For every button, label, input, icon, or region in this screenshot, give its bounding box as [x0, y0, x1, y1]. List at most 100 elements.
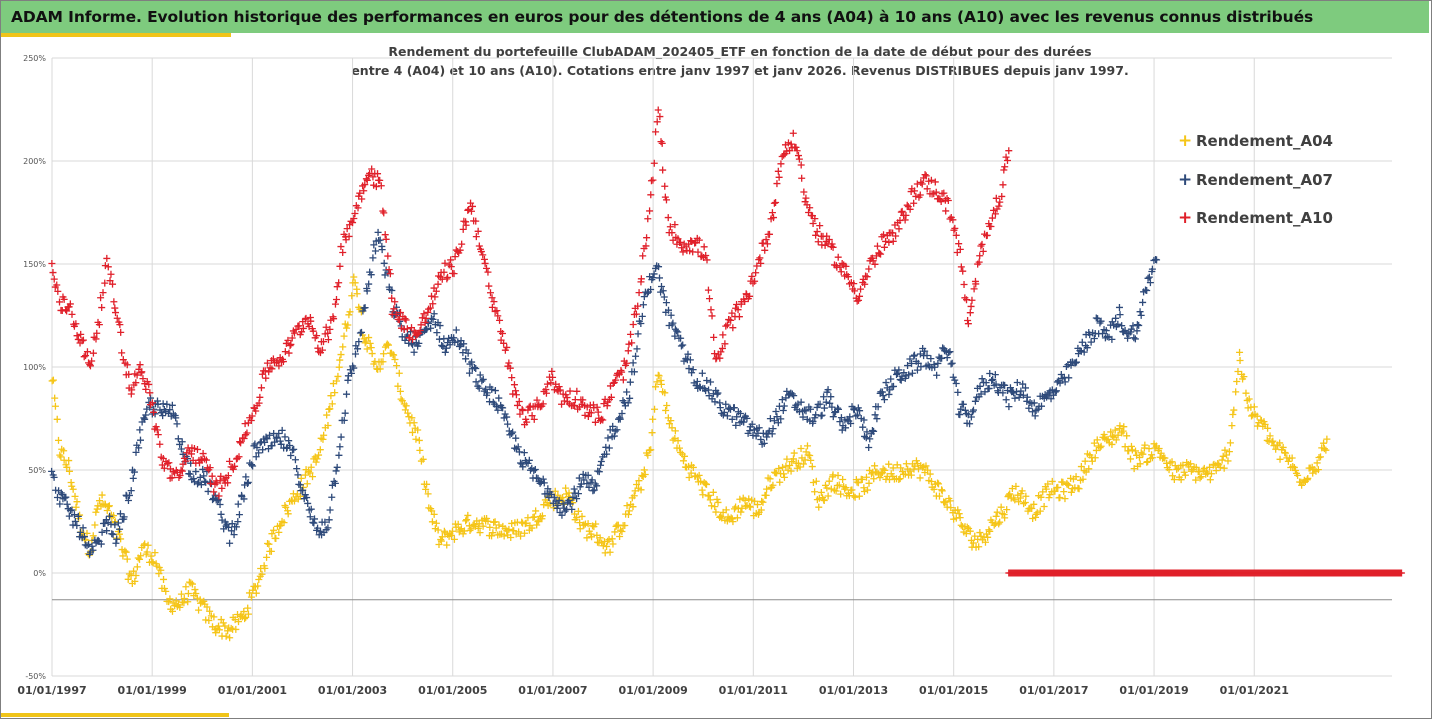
data-point [1087, 338, 1095, 346]
data-point [755, 424, 763, 432]
data-point [1019, 380, 1027, 388]
data-point [99, 289, 107, 297]
data-point [579, 396, 587, 404]
data-point [493, 307, 501, 315]
data-point [501, 410, 509, 418]
data-point [729, 324, 737, 332]
data-point [1108, 318, 1116, 326]
data-point [532, 507, 540, 515]
data-point [688, 369, 696, 377]
data-point [790, 449, 798, 457]
data-point [757, 436, 765, 444]
data-point [647, 285, 655, 293]
data-point [1128, 446, 1136, 454]
data-point [664, 214, 672, 222]
data-point [954, 388, 962, 396]
data-point [76, 528, 84, 536]
data-point [910, 187, 918, 195]
data-point [938, 486, 946, 494]
data-point [226, 634, 234, 642]
data-point [439, 343, 447, 351]
data-point [429, 300, 437, 308]
data-point [1118, 322, 1126, 330]
data-point [860, 487, 868, 495]
data-point [244, 478, 252, 486]
data-point [306, 469, 314, 477]
data-point [789, 455, 797, 463]
data-point [757, 259, 765, 267]
data-point [515, 397, 523, 405]
data-point [343, 390, 351, 398]
data-point [200, 472, 208, 480]
data-point [1008, 485, 1016, 493]
data-point [395, 316, 403, 324]
data-point [736, 409, 744, 417]
data-point [933, 371, 941, 379]
data-point [1044, 480, 1052, 488]
data-point [779, 463, 787, 471]
data-point [206, 464, 214, 472]
data-point [262, 433, 270, 441]
data-point [1146, 279, 1154, 287]
data-point [935, 480, 943, 488]
data-point [122, 548, 130, 556]
data-point [105, 502, 113, 510]
data-point [1266, 432, 1274, 440]
data-point [71, 492, 79, 500]
data-point [191, 586, 199, 594]
data-point [462, 221, 470, 229]
data-point [499, 404, 507, 412]
data-point [103, 527, 111, 535]
data-point [539, 475, 547, 483]
data-point [916, 191, 924, 199]
data-point [638, 312, 646, 320]
data-point [991, 210, 999, 218]
data-point [983, 231, 991, 239]
data-point [657, 138, 665, 146]
data-point [574, 507, 582, 515]
data-point [671, 427, 679, 435]
data-point [147, 394, 155, 402]
data-point [117, 328, 125, 336]
data-point [1216, 463, 1224, 471]
data-point [159, 412, 167, 420]
data-point [1017, 387, 1025, 395]
data-point [321, 518, 329, 526]
data-point [71, 517, 79, 525]
data-point [466, 526, 474, 534]
data-point [488, 294, 496, 302]
data-point [847, 419, 855, 427]
data-point [80, 353, 88, 361]
data-point [1056, 379, 1064, 387]
data-point [648, 429, 656, 437]
data-point [743, 414, 751, 422]
data-point [88, 542, 96, 550]
data-point [985, 384, 993, 392]
data-point [350, 273, 358, 281]
data-point [57, 453, 65, 461]
data-point [654, 106, 662, 114]
data-point [757, 506, 765, 514]
data-point [955, 510, 963, 518]
data-point [555, 383, 563, 391]
data-point [643, 234, 651, 242]
data-point [559, 500, 567, 508]
data-point [474, 524, 482, 532]
data-point [109, 280, 117, 288]
data-point [850, 406, 858, 414]
data-point [448, 527, 456, 535]
data-point [1133, 321, 1141, 329]
data-point [50, 473, 58, 481]
data-point [897, 464, 905, 472]
data-point [330, 315, 338, 323]
data-point [584, 471, 592, 479]
data-point [524, 459, 532, 467]
data-point [197, 481, 205, 489]
data-point [671, 332, 679, 340]
data-point [957, 521, 965, 529]
data-point [649, 415, 657, 423]
data-point [263, 359, 271, 367]
data-point [385, 266, 393, 274]
data-point [196, 473, 204, 481]
data-point [618, 409, 626, 417]
